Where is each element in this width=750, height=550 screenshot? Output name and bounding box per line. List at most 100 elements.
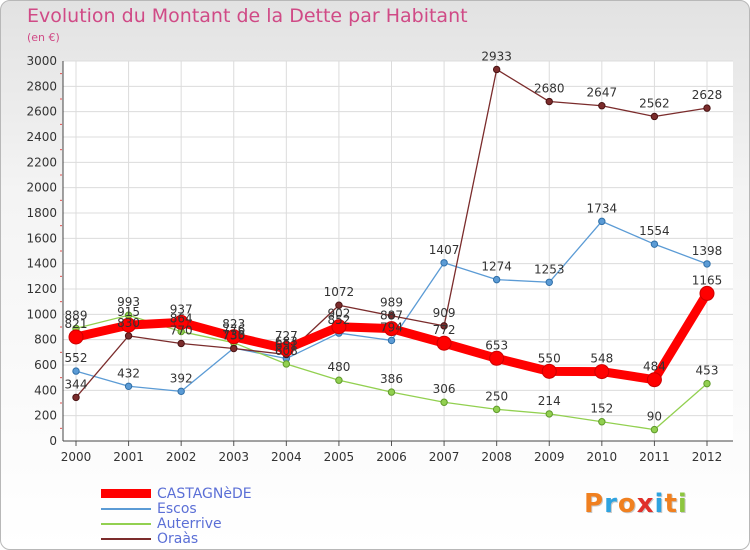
data-label: 902 (327, 307, 350, 321)
proxiti-logo: Proxiti (584, 489, 688, 519)
data-label: 915 (117, 305, 140, 319)
data-label: 651 (275, 339, 298, 353)
data-point (489, 350, 505, 366)
y-axis-unit: (en €) (27, 31, 60, 44)
data-point (387, 388, 396, 396)
chart-title: Evolution du Montant de la Dette par Hab… (27, 5, 468, 27)
data-point (436, 335, 452, 351)
y-tick-label: 1800 (26, 206, 57, 220)
x-tick-label: 2011 (639, 450, 670, 464)
data-point (124, 332, 133, 340)
data-point (492, 275, 501, 284)
data-point (703, 104, 711, 112)
data-label: 770 (170, 323, 193, 337)
data-label: 727 (275, 329, 298, 343)
data-label: 909 (433, 306, 456, 320)
data-label: 1398 (692, 244, 723, 258)
data-point (177, 387, 185, 396)
legend-label: CASTAGNèDE (157, 485, 252, 502)
data-label: 1554 (639, 224, 670, 238)
y-tick-label: 1400 (26, 257, 57, 271)
legend-item-castagnede: CASTAGNèDE (101, 485, 252, 502)
data-label: 2933 (481, 49, 512, 63)
data-label: 548 (590, 352, 613, 366)
x-tick-label: 2008 (481, 450, 512, 464)
data-label: 1072 (324, 285, 355, 299)
data-point (492, 405, 501, 414)
data-label: 386 (380, 372, 403, 386)
data-point (650, 425, 659, 434)
data-point (335, 301, 343, 309)
data-label: 550 (538, 351, 561, 365)
data-point (387, 336, 396, 345)
legend-label: Oraàs (157, 530, 199, 547)
data-point (331, 319, 347, 335)
data-label: 90 (647, 410, 662, 424)
data-label: 989 (380, 296, 403, 310)
legend-swatch (101, 489, 151, 498)
data-point (646, 372, 662, 388)
data-label: 889 (65, 308, 88, 322)
y-tick-label: 400 (34, 383, 57, 397)
data-label: 552 (65, 351, 88, 365)
data-label: 1734 (587, 201, 618, 215)
legend-item-oraas: Oraàs (101, 530, 252, 547)
x-tick-label: 2004 (271, 450, 302, 464)
data-point (650, 112, 659, 121)
data-label: 250 (485, 389, 508, 403)
data-point (545, 97, 553, 106)
data-point (68, 329, 84, 345)
data-label: 993 (117, 295, 140, 309)
data-point (545, 278, 553, 286)
data-point (703, 379, 711, 388)
data-point (598, 418, 606, 426)
data-label: 772 (433, 323, 456, 337)
data-label: 480 (327, 360, 350, 374)
x-tick-label: 2009 (534, 450, 565, 464)
data-point (492, 65, 501, 74)
data-point (230, 344, 238, 353)
data-point (387, 312, 396, 320)
data-label: 306 (433, 382, 456, 396)
legend-swatch (101, 537, 151, 540)
data-label: 733 (222, 328, 245, 342)
data-label: 1253 (534, 262, 565, 276)
data-label: 214 (538, 394, 561, 408)
legend-item-escos: Escos (101, 500, 252, 517)
x-tick-label: 2010 (587, 450, 618, 464)
data-point (177, 339, 185, 348)
data-label: 608 (275, 344, 298, 358)
data-point (72, 367, 80, 375)
y-tick-label: 1000 (26, 307, 57, 321)
x-tick-label: 2003 (218, 450, 249, 464)
x-tick-label: 2006 (376, 450, 407, 464)
data-point (699, 285, 715, 301)
data-label: 830 (117, 316, 140, 330)
data-label: 2628 (692, 88, 723, 102)
data-label: 2562 (639, 96, 670, 110)
x-tick-label: 2002 (166, 450, 197, 464)
data-point (440, 259, 448, 267)
data-point (226, 329, 242, 345)
data-label: 852 (327, 313, 350, 327)
legend-label: Escos (157, 500, 197, 517)
legend-item-auterrive: Auterrive (101, 515, 252, 532)
y-tick-label: 1600 (26, 231, 57, 245)
y-tick-label: 1200 (26, 282, 57, 296)
y-tick-label: 2400 (26, 130, 57, 144)
data-point (173, 314, 189, 330)
legend-label: Auterrive (157, 515, 222, 532)
data-label: 794 (380, 320, 403, 334)
data-point (545, 410, 553, 418)
data-label: 730 (222, 329, 245, 343)
y-tick-label: 2200 (26, 155, 57, 169)
data-label: 392 (170, 371, 193, 385)
data-label: 1274 (481, 260, 512, 274)
data-label: 823 (222, 317, 245, 331)
data-point (703, 260, 711, 268)
x-tick-label: 2005 (324, 450, 355, 464)
y-tick-label: 0 (49, 434, 57, 448)
x-tick-label: 2012 (692, 450, 723, 464)
